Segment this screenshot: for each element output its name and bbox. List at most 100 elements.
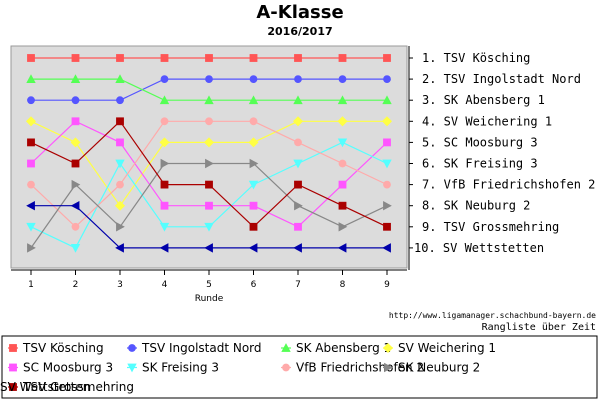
chart-title: A-Klasse — [256, 2, 343, 23]
data-point — [205, 180, 213, 189]
legend-marker — [281, 343, 291, 352]
data-point — [159, 95, 170, 105]
data-point — [71, 179, 81, 190]
source-url: http://www.ligamanager.schachbund-bayern… — [389, 311, 596, 320]
legend-item: TSV Ingolstadt Nord — [127, 341, 262, 355]
x-tick-label: 3 — [117, 280, 123, 290]
rank-label: 5. SC Moosburg 3 — [422, 135, 538, 149]
legend-item: SK Neuburg 2 — [383, 361, 480, 375]
legend-label: TSV Grossmehring — [22, 380, 134, 394]
x-tick-label: 8 — [340, 280, 346, 290]
data-point — [204, 95, 214, 105]
series-layer — [25, 54, 393, 253]
x-tick-label: 7 — [295, 280, 301, 290]
data-point — [27, 159, 35, 168]
legend-box — [1, 335, 598, 399]
data-point — [338, 159, 347, 168]
data-point — [160, 158, 170, 169]
legend-marker — [128, 344, 136, 352]
data-point — [70, 200, 80, 211]
rank-label: 2. TSV Ingolstadt Nord — [422, 72, 581, 86]
data-point — [249, 201, 258, 210]
data-point — [116, 138, 124, 147]
data-point — [338, 222, 348, 232]
legend-label: SC Moosburg 3 — [23, 361, 113, 375]
x-tick-label: 9 — [384, 280, 390, 290]
legend-marker — [9, 363, 17, 372]
data-point — [27, 180, 35, 189]
legend-item: SV Wettstetten — [0, 380, 90, 394]
data-point — [337, 138, 348, 148]
x-axis-label: Runde — [195, 294, 224, 304]
data-point — [115, 159, 125, 169]
series-4 — [25, 116, 393, 211]
data-point — [116, 222, 125, 232]
series-2 — [27, 75, 391, 105]
data-point — [205, 54, 213, 62]
data-point — [159, 222, 170, 232]
legend-label: VfB Friedrichshofen 2 — [296, 361, 424, 375]
data-point — [337, 243, 347, 253]
data-point — [294, 54, 302, 62]
series-7 — [27, 117, 391, 231]
data-point — [294, 138, 302, 147]
data-point — [205, 117, 213, 126]
x-ticks: 1 2 3 4 5 6 7 8 9 — [28, 270, 390, 290]
data-point — [294, 200, 303, 211]
legend-label: SV Weichering 1 — [398, 341, 496, 355]
data-point — [27, 138, 35, 147]
data-point — [160, 201, 169, 210]
data-point — [293, 159, 303, 169]
series-1 — [27, 54, 391, 62]
data-point — [116, 96, 124, 105]
x-tick-label: 4 — [162, 280, 168, 290]
data-point — [116, 54, 124, 62]
data-point — [383, 138, 391, 147]
data-point — [383, 180, 391, 189]
data-point — [249, 54, 258, 62]
x-tick-label: 5 — [206, 280, 212, 290]
x-tick-label: 1 — [28, 280, 34, 290]
legend-label: SK Freising 3 — [142, 361, 219, 375]
series-10 — [26, 200, 391, 253]
x-tick-label: 6 — [251, 280, 257, 290]
data-point — [27, 243, 36, 253]
data-point — [249, 117, 258, 126]
data-point — [205, 158, 214, 169]
data-point — [160, 117, 169, 126]
data-point — [159, 137, 170, 148]
data-point — [205, 75, 213, 83]
series-3 — [26, 74, 392, 105]
data-point — [294, 222, 302, 231]
data-point — [383, 54, 391, 62]
data-point — [337, 116, 348, 127]
rank-label: 6. SK Freising 3 — [422, 157, 538, 171]
data-point — [248, 243, 258, 253]
data-point — [70, 74, 81, 83]
data-point — [160, 75, 169, 83]
data-point — [204, 243, 213, 253]
legend-label: TSV Ingolstadt Nord — [141, 341, 262, 355]
data-point — [70, 244, 81, 253]
legend-label: SK Abensberg 1 — [296, 341, 391, 355]
chart-subtitle: 2016/2017 — [267, 25, 332, 38]
data-point — [337, 95, 348, 105]
rank-label: 3. SK Abensberg 1 — [422, 93, 545, 107]
legend-item: SC Moosburg 3 — [8, 361, 113, 375]
data-point — [294, 180, 302, 189]
data-point — [70, 137, 81, 148]
data-point — [160, 54, 169, 62]
data-point — [383, 222, 391, 231]
rank-label: 7. VfB Friedrichshofen 2 — [422, 178, 595, 192]
data-point — [249, 75, 258, 83]
data-point — [381, 116, 393, 127]
data-point — [27, 54, 35, 62]
series-8 — [27, 158, 392, 253]
data-point — [116, 117, 124, 126]
legend-item: TSV Grossmehring — [8, 380, 134, 394]
data-point — [294, 75, 302, 83]
data-point — [338, 75, 347, 83]
data-point — [160, 180, 169, 189]
legend-marker — [282, 363, 290, 372]
